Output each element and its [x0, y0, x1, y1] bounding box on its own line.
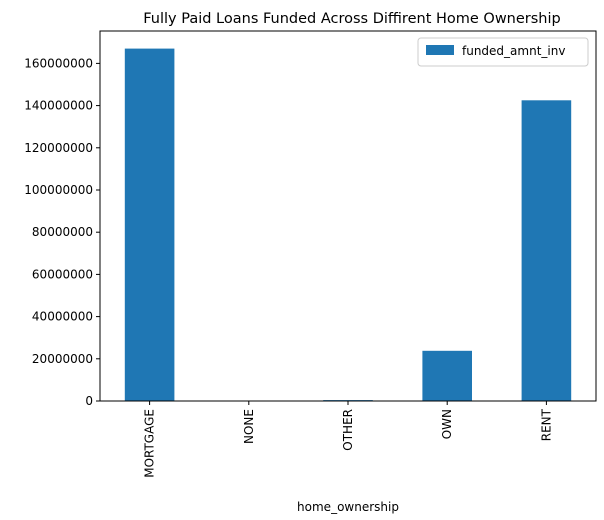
legend-box: [417, 37, 589, 67]
legend-label: funded_amnt_inv: [462, 44, 565, 58]
y-tick-label: 80000000: [32, 225, 93, 239]
y-tick-label: 60000000: [32, 267, 93, 281]
legend[interactable]: funded_amnt_inv: [417, 37, 589, 67]
y-tick-label: 40000000: [32, 310, 93, 324]
x-axis-ticks: MORTGAGE NONE OTHER OWN RENT: [143, 401, 553, 478]
y-tick-label: 140000000: [24, 99, 93, 113]
x-tick-label-none: NONE: [242, 409, 256, 444]
y-tick-label: 20000000: [32, 352, 93, 366]
bar-own[interactable]: [422, 350, 472, 401]
legend-swatch: [426, 45, 454, 55]
x-tick-label-own: OWN: [440, 409, 454, 439]
x-tick-label-mortgage: MORTGAGE: [143, 409, 157, 478]
y-tick-label: 0: [85, 394, 93, 408]
x-tick-label-rent: RENT: [539, 408, 553, 441]
bars-group: [124, 48, 572, 402]
x-tick-label-other: OTHER: [341, 409, 355, 451]
plot-frame: [99, 30, 597, 402]
y-tick-label: 160000000: [24, 56, 93, 70]
x-axis-label: home_ownership: [297, 500, 399, 514]
y-tick-label: 120000000: [24, 141, 93, 155]
y-tick-label: 100000000: [24, 183, 93, 197]
y-axis-ticks: 0 20000000 40000000 60000000 80000000 1000000…: [24, 56, 100, 408]
chart-title: Fully Paid Loans Funded Across Diffirent…: [143, 11, 560, 27]
bar-rent[interactable]: [521, 100, 572, 402]
bar-mortgage[interactable]: [124, 48, 175, 401]
